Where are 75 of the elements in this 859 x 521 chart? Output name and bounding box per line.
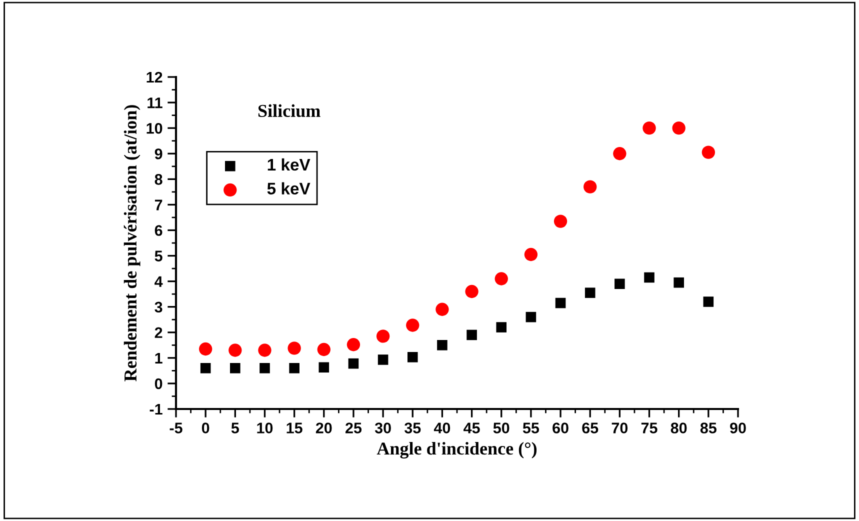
x-tick-label: 5 [231,422,239,434]
point [200,362,211,374]
y-tick-label: 0 [154,378,162,390]
y-tick-label: 6 [154,225,162,236]
point [258,344,272,357]
x-axis-title: Angle d'incidence (°) [376,442,537,459]
point [437,340,448,350]
point [378,354,388,365]
x-tick-label: 55 [522,422,540,434]
point [614,278,625,290]
x-tick-label: 25 [346,422,362,434]
y-tick-label: 8 [154,174,162,185]
point [584,180,597,194]
y-tick-label: 2 [154,327,162,338]
y-tick-label: 3 [154,302,162,313]
x-tick-label: 60 [552,422,568,434]
y-tick-label: 5 [154,250,162,262]
point [198,342,212,356]
point [230,362,240,374]
point [318,362,330,373]
legend-label: 1 keV [268,158,310,171]
point [348,358,359,369]
x-tick-label: 0 [202,422,210,434]
x-tick-label: 10 [257,422,273,434]
x-tick-label: 90 [730,422,746,434]
x-tick-label: -5 [170,422,182,434]
point [526,312,536,322]
point [260,362,270,374]
x-tick-label: 20 [316,422,332,434]
y-tick-label: 1 [155,352,162,364]
x-tick-label: 40 [434,422,450,434]
x-tick-label: 80 [670,422,687,434]
x-tick-label: 45 [464,422,480,434]
point [613,147,626,160]
x-tick-label: 65 [582,422,598,434]
point [554,214,568,228]
point [555,298,566,308]
y-tick-label: 4 [154,276,163,287]
y-tick-label: 9 [154,148,162,160]
point [672,121,686,135]
point [376,330,390,343]
x-tick-label: 30 [374,422,391,434]
point [674,277,684,288]
point [524,248,538,262]
y-axis-title: Rendement de pulvérisation (at/ion) [124,105,140,382]
annotation: Silicium [258,104,320,118]
x-tick-label: 35 [404,422,421,434]
point [644,272,654,283]
point [642,121,656,135]
point [288,342,301,355]
y-tick-label: 10 [146,122,162,134]
point [584,288,596,298]
point [702,146,716,159]
point [407,352,418,362]
legend-label: 5 keV [267,182,310,195]
point [466,330,477,340]
point [228,344,242,357]
point [436,302,449,316]
point [346,338,360,352]
point [317,342,330,356]
x-tick-label: 85 [700,422,716,434]
y-tick-label: -1 [150,404,162,415]
point [406,318,420,332]
point [703,296,714,307]
x-tick-label: 75 [641,422,658,434]
x-tick-label: 15 [286,422,302,434]
point [496,322,507,332]
x-tick-label: 50 [493,422,510,434]
x-tick-label: 70 [612,422,628,434]
y-tick-label: 12 [146,72,162,83]
point [289,362,300,374]
y-tick-label: 11 [148,98,162,108]
point [494,272,508,286]
y-tick-label: 7 [154,200,162,210]
point [465,284,478,298]
